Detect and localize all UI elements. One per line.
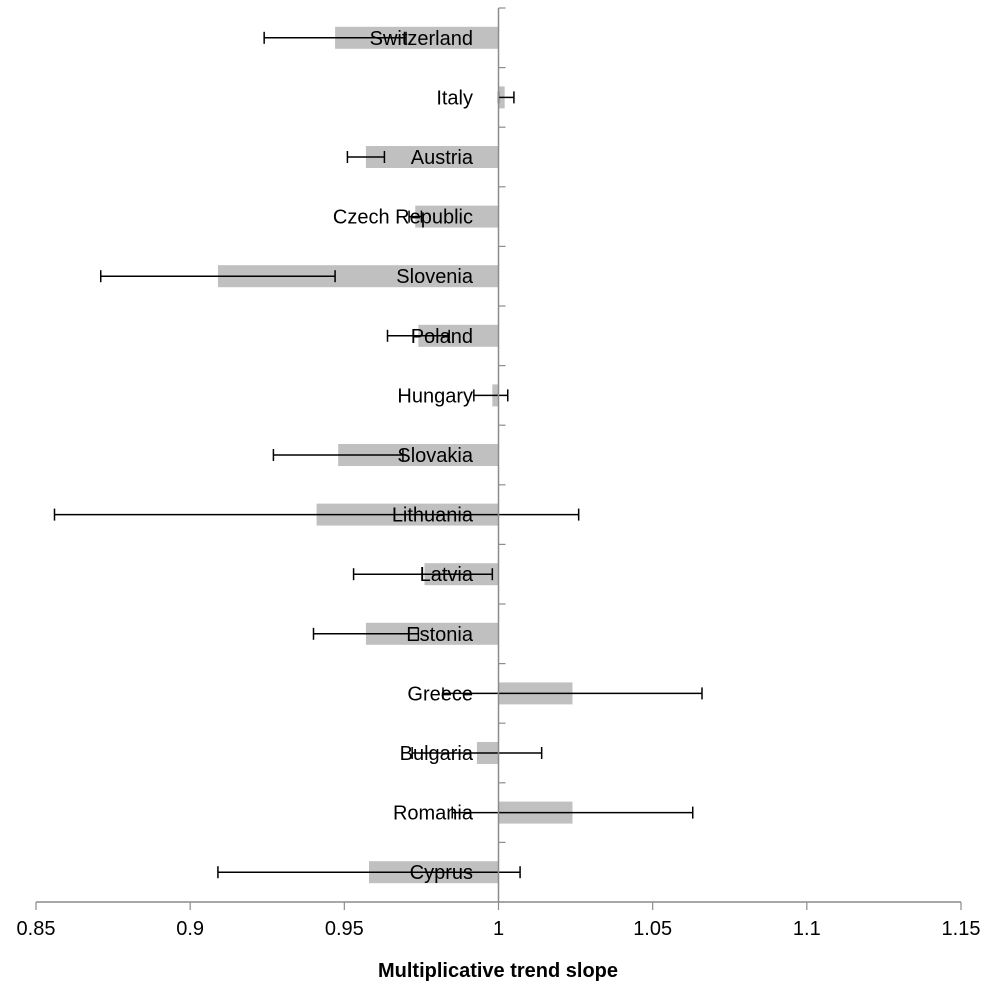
category-label: Romania	[393, 803, 474, 825]
category-label: Bulgaria	[400, 743, 474, 765]
error-bars-layer	[53, 31, 703, 879]
x-tick-label: 0.85	[17, 918, 56, 940]
category-label: Poland	[411, 326, 473, 348]
category-label: Czech Republic	[333, 207, 473, 229]
bar-switzerland	[335, 26, 499, 49]
category-label: Slovakia	[397, 445, 473, 467]
category-label: Italy	[436, 87, 473, 109]
bar-estonia	[365, 622, 499, 645]
bar-poland	[418, 324, 499, 347]
category-label: Switzerland	[370, 28, 473, 50]
bar-slovakia	[338, 444, 499, 466]
x-tick-label: 0.9	[176, 918, 204, 940]
category-label: Slovenia	[396, 266, 474, 288]
category-label: Estonia	[406, 624, 474, 646]
bar-austria	[365, 146, 499, 168]
category-label: Austria	[411, 147, 474, 169]
x-tick-label: 1	[493, 918, 504, 940]
x-tick-label: 1.1	[793, 918, 821, 940]
category-label: Lithuania	[392, 505, 474, 527]
bar-czech-republic	[415, 205, 499, 228]
category-label: Hungary	[397, 385, 473, 407]
category-label: Latvia	[420, 564, 474, 586]
x-axis-title: Multiplicative trend slope	[378, 960, 618, 982]
bar-slovenia	[217, 265, 499, 288]
category-label: Cyprus	[410, 862, 473, 884]
category-label: Greece	[407, 683, 473, 705]
axes-layer: 0.85 0.9 0.95 1 1.05 1.1 1.15	[17, 7, 981, 940]
x-tick-label: 1.05	[633, 918, 672, 940]
x-tick-label: 0.95	[325, 918, 364, 940]
x-tick-label: 1.15	[942, 918, 981, 940]
category-labels-layer: Switzerland Italy Austria Czech Republic Slo…	[333, 28, 474, 884]
